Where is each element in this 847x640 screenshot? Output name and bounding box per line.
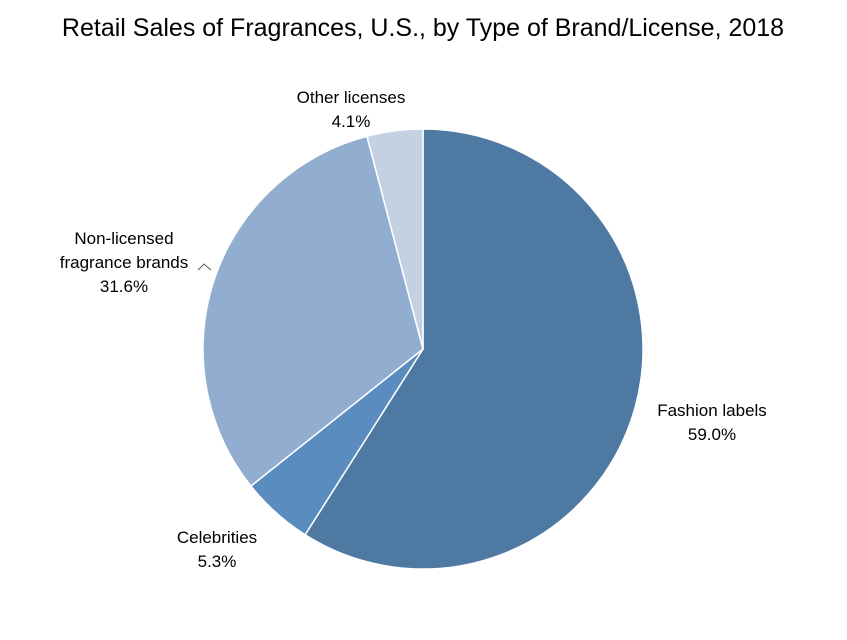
pie-slice-fashion-labels bbox=[304, 128, 644, 570]
pie-labels: Fashion labels 59.0% Celebrities 5.3% Non-li… bbox=[60, 88, 767, 571]
leader-line-non-licensed-fragrance-brands bbox=[197, 263, 212, 271]
slice-label-celebrities: Celebrities 5.3% bbox=[177, 528, 257, 571]
slice-category-label: Non-licensed bbox=[74, 229, 173, 248]
slice-category-label: Celebrities bbox=[177, 528, 257, 547]
slice-value-label: 31.6% bbox=[100, 277, 148, 296]
slice-category-label: fragrance brands bbox=[60, 253, 189, 272]
slice-label-other-licenses: Other licenses 4.1% bbox=[297, 88, 406, 131]
slice-value-label: 59.0% bbox=[688, 425, 736, 444]
chart-title: Retail Sales of Fragrances, U.S., by Typ… bbox=[62, 14, 784, 42]
pie-slice-other-licenses bbox=[366, 128, 424, 350]
slice-label-fashion-labels: Fashion labels 59.0% bbox=[657, 401, 767, 444]
slice-category-label: Fashion labels bbox=[657, 401, 767, 420]
slice-value-label: 4.1% bbox=[332, 112, 371, 131]
pie-slices bbox=[202, 128, 644, 570]
slice-label-non-licensed-fragrance-brands: Non-licensed fragrance brands 31.6% bbox=[60, 229, 189, 296]
pie-slice-non-licensed-fragrance-brands bbox=[202, 135, 424, 487]
slice-value-label: 5.3% bbox=[198, 552, 237, 571]
slice-category-label: Other licenses bbox=[297, 88, 406, 107]
